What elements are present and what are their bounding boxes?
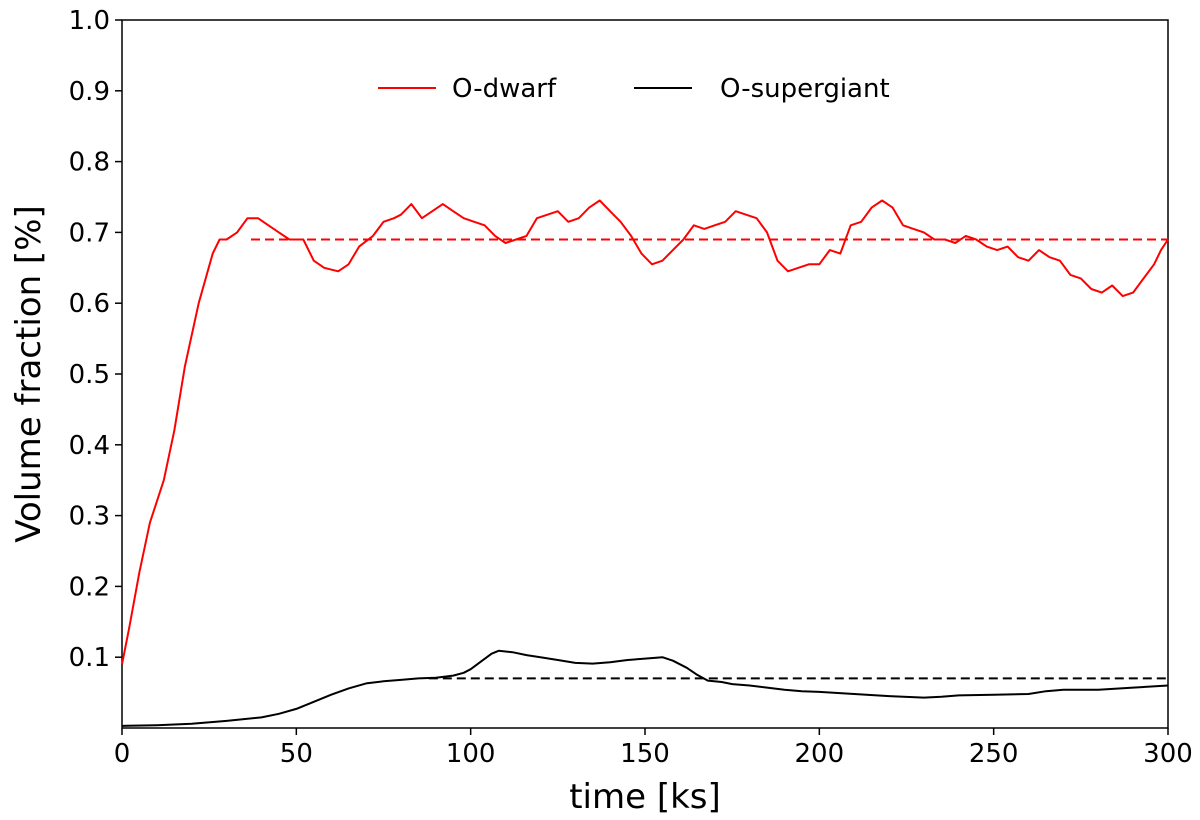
plot-frame	[121, 19, 1169, 729]
y-tick-label: 0.2	[69, 572, 110, 602]
x-tick-label: 200	[795, 739, 845, 769]
legend-label: O-supergiant	[720, 74, 890, 104]
y-axis-ticks: 0.1 0.2 0.3 0.4 0.5 0.6 0.7 0.8 0.9 1.0	[69, 6, 122, 673]
y-tick-label: 0.5	[69, 360, 110, 390]
y-tick-label: 0.8	[69, 148, 110, 178]
y-tick-label: 0.3	[69, 502, 110, 532]
y-tick-label: 0.7	[69, 218, 110, 248]
plot-area: 0 50 100 150 200 250 300 0.1 0.2 0.3 0.4 0.5 0.6 0.7…	[69, 6, 1193, 769]
y-tick-label: 1.0	[69, 6, 110, 36]
y-tick-label: 0.6	[69, 289, 110, 319]
y-tick-label: 0.1	[69, 643, 110, 673]
y-tick-label: 0.9	[69, 77, 110, 107]
x-axis-title: time [ks]	[569, 777, 721, 817]
o-dwarf-series-line	[121, 199, 1169, 665]
legend: O-dwarf O-supergiant	[378, 74, 890, 104]
y-tick-label: 0.4	[69, 431, 110, 461]
y-axis-title: Volume fraction [%]	[9, 205, 49, 543]
legend-label: O-dwarf	[452, 74, 557, 104]
o-supergiant-series-line	[121, 649, 1169, 727]
x-tick-label: 250	[969, 739, 1019, 769]
x-tick-label: 100	[446, 739, 496, 769]
x-tick-label: 300	[1143, 739, 1193, 769]
x-axis-ticks: 0 50 100 150 200 250 300	[114, 728, 1193, 769]
x-tick-label: 50	[280, 739, 313, 769]
x-tick-label: 0	[114, 739, 131, 769]
x-tick-label: 150	[620, 739, 670, 769]
series-layer	[121, 199, 1169, 727]
